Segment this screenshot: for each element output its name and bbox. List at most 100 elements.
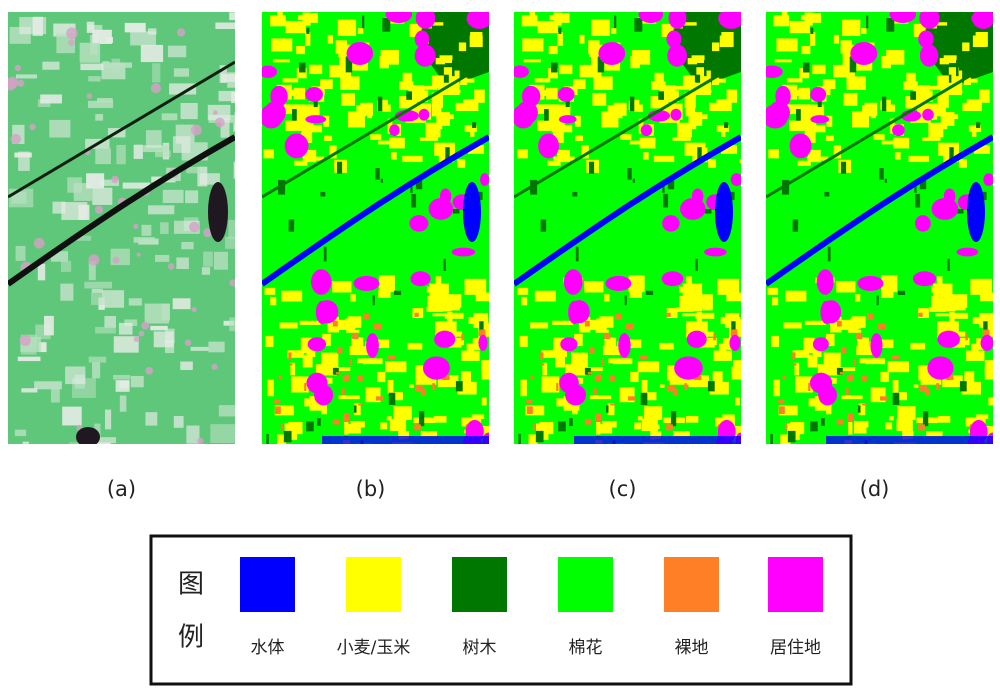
bare-patch (693, 374, 702, 381)
wheat-corn-patch (709, 102, 724, 112)
tree-patch (820, 418, 825, 427)
bare-patch (808, 383, 811, 391)
tree-patch (393, 290, 402, 295)
wheat-corn-patch (471, 414, 485, 419)
wheat-corn-patch (735, 397, 740, 406)
wheat-corn-patch (892, 379, 899, 394)
wheat-corn-patch (490, 159, 511, 163)
tree-patch (624, 295, 627, 306)
wheat-corn-patch (437, 375, 459, 388)
wheat-corn-patch (992, 318, 993, 330)
panel-image (8, 12, 235, 444)
panel-image (514, 12, 741, 444)
wheat-corn-patch (534, 290, 556, 302)
wheat-corn-patch (523, 59, 541, 63)
tree-patch (695, 258, 698, 271)
wheat-corn-patch (841, 395, 863, 400)
image-patch (133, 237, 155, 243)
wheat-corn-patch (726, 292, 741, 302)
settlement (563, 269, 583, 295)
tree-patch (529, 179, 538, 195)
wheat-corn-patch (825, 333, 835, 347)
wheat-corn-patch (809, 32, 816, 46)
legend-label: 树木 (463, 638, 497, 658)
wheat-corn-patch (305, 32, 311, 46)
image-dot (86, 93, 93, 99)
image-patch (92, 187, 113, 205)
wheat-corn-patch (658, 342, 674, 350)
image-patch (160, 222, 169, 234)
image-patch (218, 405, 235, 417)
settlement (560, 337, 578, 352)
wheat-corn-patch (726, 89, 738, 103)
legend-title-2: 例 (178, 623, 204, 653)
settlement (670, 108, 682, 121)
settlement (927, 356, 954, 380)
tree-patch (472, 122, 477, 128)
settlement (480, 173, 489, 186)
bare-patch (461, 334, 464, 341)
image-patch (99, 179, 120, 186)
wheat-corn-patch (767, 287, 779, 295)
settlement (538, 133, 559, 159)
settlement (618, 333, 631, 358)
tree-patch (518, 433, 521, 444)
wheat-corn-patch (685, 415, 699, 423)
wheat-corn-patch (323, 115, 330, 127)
settlement (262, 65, 278, 78)
settlement (305, 87, 323, 102)
wheat-corn-patch (951, 70, 963, 87)
settlement (850, 41, 878, 65)
image-patch (147, 28, 157, 35)
tree-patch (558, 27, 562, 34)
settlement (262, 104, 283, 129)
wheat-corn-patch (833, 145, 842, 159)
settlement (821, 300, 842, 324)
settlement (558, 115, 577, 124)
wheat-corn-patch (574, 333, 583, 347)
wheat-corn-patch (893, 137, 910, 149)
bare-patch (584, 419, 592, 425)
wheat-corn-patch (460, 77, 468, 85)
image-patch (208, 341, 225, 353)
wheat-corn-patch (355, 443, 374, 444)
image-patch (17, 356, 41, 362)
wheat-corn-patch (347, 111, 365, 128)
wheat-corn-patch (684, 92, 696, 108)
settlement (640, 124, 653, 137)
tree-patch (658, 91, 665, 100)
wheat-corn-patch (558, 350, 567, 357)
wheat-corn-patch (301, 125, 323, 133)
wheat-corn-patch (807, 354, 818, 368)
wheat-corn-patch (270, 15, 286, 27)
wheat-corn-patch (324, 135, 333, 141)
wheat-corn-patch (356, 105, 366, 117)
wheat-corn-patch (418, 85, 438, 90)
image-patch (86, 173, 105, 189)
wheat-corn-patch (384, 361, 407, 373)
panel-label: (d) (860, 477, 890, 501)
bare-patch (278, 375, 282, 379)
wheat-corn-patch (321, 352, 339, 368)
image-dot (112, 256, 120, 264)
wheat-corn-patch (267, 379, 274, 397)
wheat-corn-patch (475, 292, 489, 302)
tree-patch (316, 418, 321, 427)
wheat-corn-patch (949, 312, 955, 329)
image-dot (88, 254, 100, 266)
wheat-corn-patch (574, 135, 583, 141)
wheat-corn-patch (481, 397, 487, 406)
canal (262, 60, 489, 199)
wheat-corn-patch (972, 316, 993, 325)
wheat-corn-patch (293, 87, 306, 100)
settlement (730, 173, 741, 186)
wheat-corn-patch (935, 313, 957, 317)
settlement (729, 334, 741, 352)
wheat-corn-patch (846, 76, 866, 90)
wheat-corn-patch (589, 395, 612, 400)
wheat-corn-patch (638, 118, 644, 134)
bare-patch (288, 363, 293, 366)
settlement (971, 12, 993, 27)
settlement (666, 30, 682, 48)
